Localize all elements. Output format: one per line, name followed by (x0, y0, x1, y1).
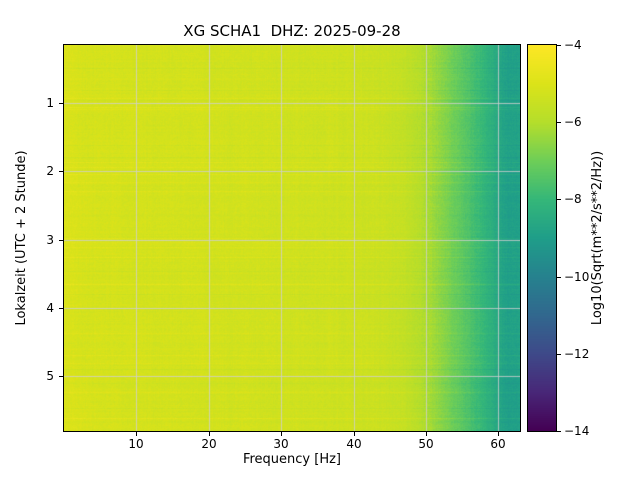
heatmap-plot-area (63, 44, 521, 432)
colorbar-tick-label: −14 (564, 424, 590, 438)
colorbar-tick-label: −12 (564, 347, 590, 361)
colorbar-tick-mark (557, 354, 561, 355)
x-tick-label: 40 (346, 437, 362, 451)
chart-title: XG SCHA1 DHZ: 2025-09-28 (183, 22, 401, 40)
y-tick-mark (59, 376, 63, 377)
y-tick-mark (59, 171, 63, 172)
x-tick-mark (209, 432, 210, 436)
y-tick-label: 1 (46, 96, 54, 110)
y-tick-label: 4 (46, 301, 54, 315)
y-tick-mark (59, 308, 63, 309)
x-tick-label: 30 (273, 437, 289, 451)
x-tick-mark (281, 432, 282, 436)
colorbar-tick-label: −4 (564, 38, 582, 52)
spectrogram-canvas (64, 45, 520, 431)
colorbar-tick-mark (557, 199, 561, 200)
colorbar-tick-mark (557, 45, 561, 46)
x-tick-mark (354, 432, 355, 436)
x-tick-mark (498, 432, 499, 436)
colorbar-tick-label: −10 (564, 270, 590, 284)
colorbar-tick-label: −8 (564, 192, 582, 206)
y-tick-label: 2 (46, 164, 54, 178)
x-tick-label: 20 (201, 437, 217, 451)
x-tick-label: 50 (418, 437, 434, 451)
x-tick-mark (136, 432, 137, 436)
colorbar (527, 44, 557, 432)
x-tick-label: 60 (490, 437, 506, 451)
y-tick-label: 5 (46, 369, 54, 383)
colorbar-tick-mark (557, 122, 561, 123)
y-tick-label: 3 (46, 233, 54, 247)
colorbar-tick-mark (557, 431, 561, 432)
x-tick-label: 10 (128, 437, 144, 451)
colorbar-label: Log10(Sqrt(m**2/s**2/Hz)) (590, 150, 605, 326)
colorbar-canvas (528, 45, 556, 431)
colorbar-tick-label: −6 (564, 115, 582, 129)
y-tick-mark (59, 240, 63, 241)
x-tick-mark (426, 432, 427, 436)
colorbar-tick-mark (557, 277, 561, 278)
y-tick-mark (59, 103, 63, 104)
x-axis-label: Frequency [Hz] (242, 452, 342, 467)
